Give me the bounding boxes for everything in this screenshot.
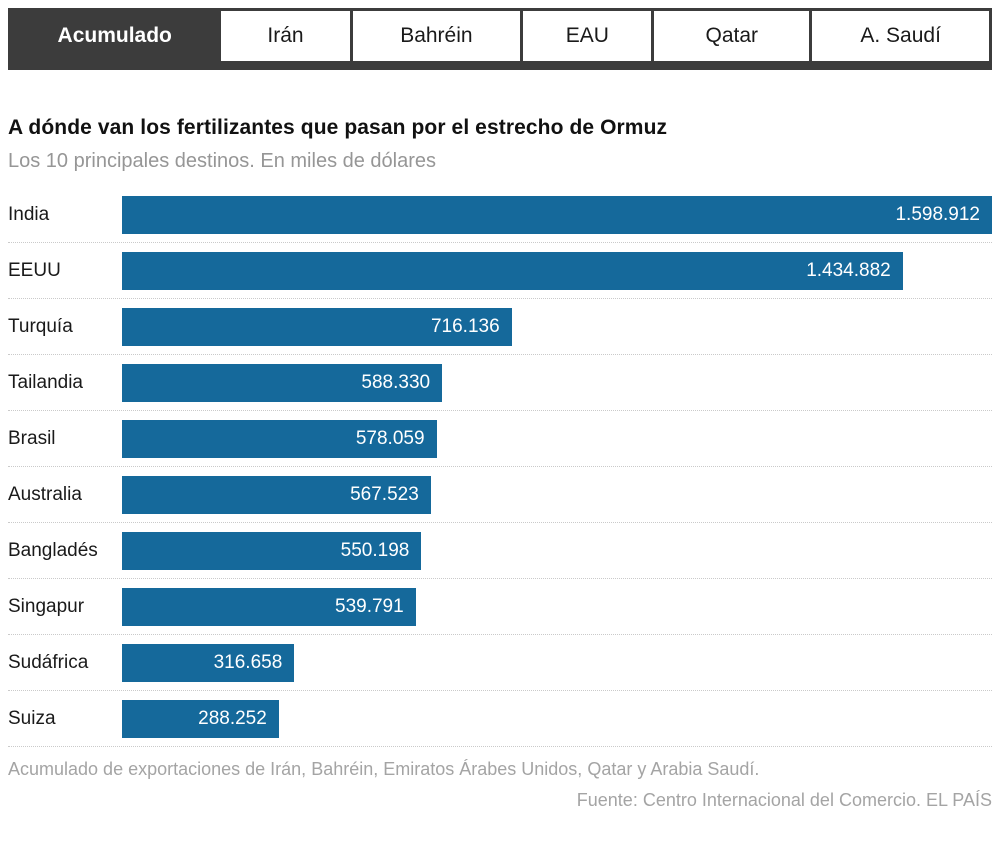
bar-value: 288.252 bbox=[198, 707, 267, 729]
bar-value: 716.136 bbox=[430, 315, 500, 337]
bar-value: 539.791 bbox=[335, 595, 404, 617]
bar-value: 316.658 bbox=[213, 651, 283, 673]
bar-chart: India 1.598.912 EEUU 1.434.882 Turquía 7… bbox=[8, 187, 992, 747]
chart-row: Sudáfrica 316.658 bbox=[8, 635, 992, 691]
row-label: Bangladés bbox=[8, 539, 98, 561]
chart-row: Turquía 716.136 bbox=[8, 299, 992, 355]
bar: 288.252 bbox=[122, 699, 279, 738]
bar: 588.330 bbox=[122, 363, 443, 402]
tab-label: Acumulado bbox=[57, 24, 172, 47]
bar-track: 316.658 bbox=[122, 643, 992, 682]
bar-track: 288.252 bbox=[122, 699, 992, 738]
row-label: Suiza bbox=[8, 707, 56, 729]
row-label: EEUU bbox=[8, 259, 61, 281]
row-label: Tailandia bbox=[8, 371, 83, 393]
tab-label: Bahréin bbox=[400, 24, 473, 47]
bar-track: 539.791 bbox=[122, 587, 992, 626]
bar-value: 588.330 bbox=[361, 371, 431, 393]
chart-row: EEUU 1.434.882 bbox=[8, 243, 992, 299]
tab-acumulado[interactable]: Acumulado bbox=[11, 11, 219, 61]
chart-row: India 1.598.912 bbox=[8, 187, 992, 243]
bar-value: 578.059 bbox=[355, 427, 425, 449]
bar-value: 1.598.912 bbox=[895, 203, 980, 225]
chart-row: Australia 567.523 bbox=[8, 467, 992, 523]
chart-row: Bangladés 550.198 bbox=[8, 523, 992, 579]
chart-footer: Acumulado de exportaciones de Irán, Bahr… bbox=[8, 759, 992, 811]
chart-row: Singapur 539.791 bbox=[8, 579, 992, 635]
bar: 716.136 bbox=[122, 307, 512, 346]
bar-value: 550.198 bbox=[340, 539, 410, 561]
bar: 550.198 bbox=[122, 531, 422, 570]
bar: 567.523 bbox=[122, 475, 431, 514]
tab-a-saud-[interactable]: A. Saudí bbox=[809, 11, 989, 61]
chart-row: Brasil 578.059 bbox=[8, 411, 992, 467]
bar: 316.658 bbox=[122, 643, 295, 682]
tab-eau[interactable]: EAU bbox=[520, 11, 652, 61]
chart-row: Tailandia 588.330 bbox=[8, 355, 992, 411]
tab-label: Irán bbox=[267, 24, 304, 47]
bar-track: 1.434.882 bbox=[122, 251, 992, 290]
bar-track: 578.059 bbox=[122, 419, 992, 458]
row-label: India bbox=[8, 203, 50, 225]
bar: 578.059 bbox=[122, 419, 437, 458]
tab-label: A. Saudí bbox=[860, 24, 941, 47]
bar: 1.434.882 bbox=[122, 251, 903, 290]
chart-row: Suiza 288.252 bbox=[8, 691, 992, 747]
bar: 1.598.912 bbox=[122, 195, 992, 234]
row-label: Turquía bbox=[8, 315, 73, 337]
tab-ir-n[interactable]: Irán bbox=[218, 11, 350, 61]
page: Acumulado Irán Bahréin EAU Qatar A. Saud… bbox=[8, 8, 992, 811]
row-label: Sudáfrica bbox=[8, 651, 89, 673]
row-label: Australia bbox=[8, 483, 82, 505]
row-label: Brasil bbox=[8, 427, 56, 449]
tab-label: EAU bbox=[565, 24, 609, 47]
page-subtitle: Los 10 principales destinos. En miles de… bbox=[8, 150, 437, 172]
tab-bahr-in[interactable]: Bahréin bbox=[349, 11, 521, 61]
bar-track: 588.330 bbox=[122, 363, 992, 402]
bar-value: 1.434.882 bbox=[806, 259, 891, 281]
page-title: A dónde van los fertilizantes que pasan … bbox=[8, 116, 668, 139]
row-label: Singapur bbox=[8, 595, 85, 617]
bar-track: 567.523 bbox=[122, 475, 992, 514]
bar: 539.791 bbox=[122, 587, 416, 626]
tab-label: Qatar bbox=[705, 24, 759, 47]
bar-track: 716.136 bbox=[122, 307, 992, 346]
footer-source: Fuente: Centro Internacional del Comerci… bbox=[576, 790, 992, 810]
bar-value: 567.523 bbox=[350, 483, 419, 505]
bar-track: 1.598.912 bbox=[122, 195, 992, 234]
bar-track: 550.198 bbox=[122, 531, 992, 570]
footer-note: Acumulado de exportaciones de Irán, Bahr… bbox=[8, 759, 760, 779]
chart-header: A dónde van los fertilizantes que pasan … bbox=[8, 116, 992, 173]
tab-bar: Acumulado Irán Bahréin EAU Qatar A. Saud… bbox=[8, 8, 992, 70]
tab-qatar[interactable]: Qatar bbox=[651, 11, 810, 61]
